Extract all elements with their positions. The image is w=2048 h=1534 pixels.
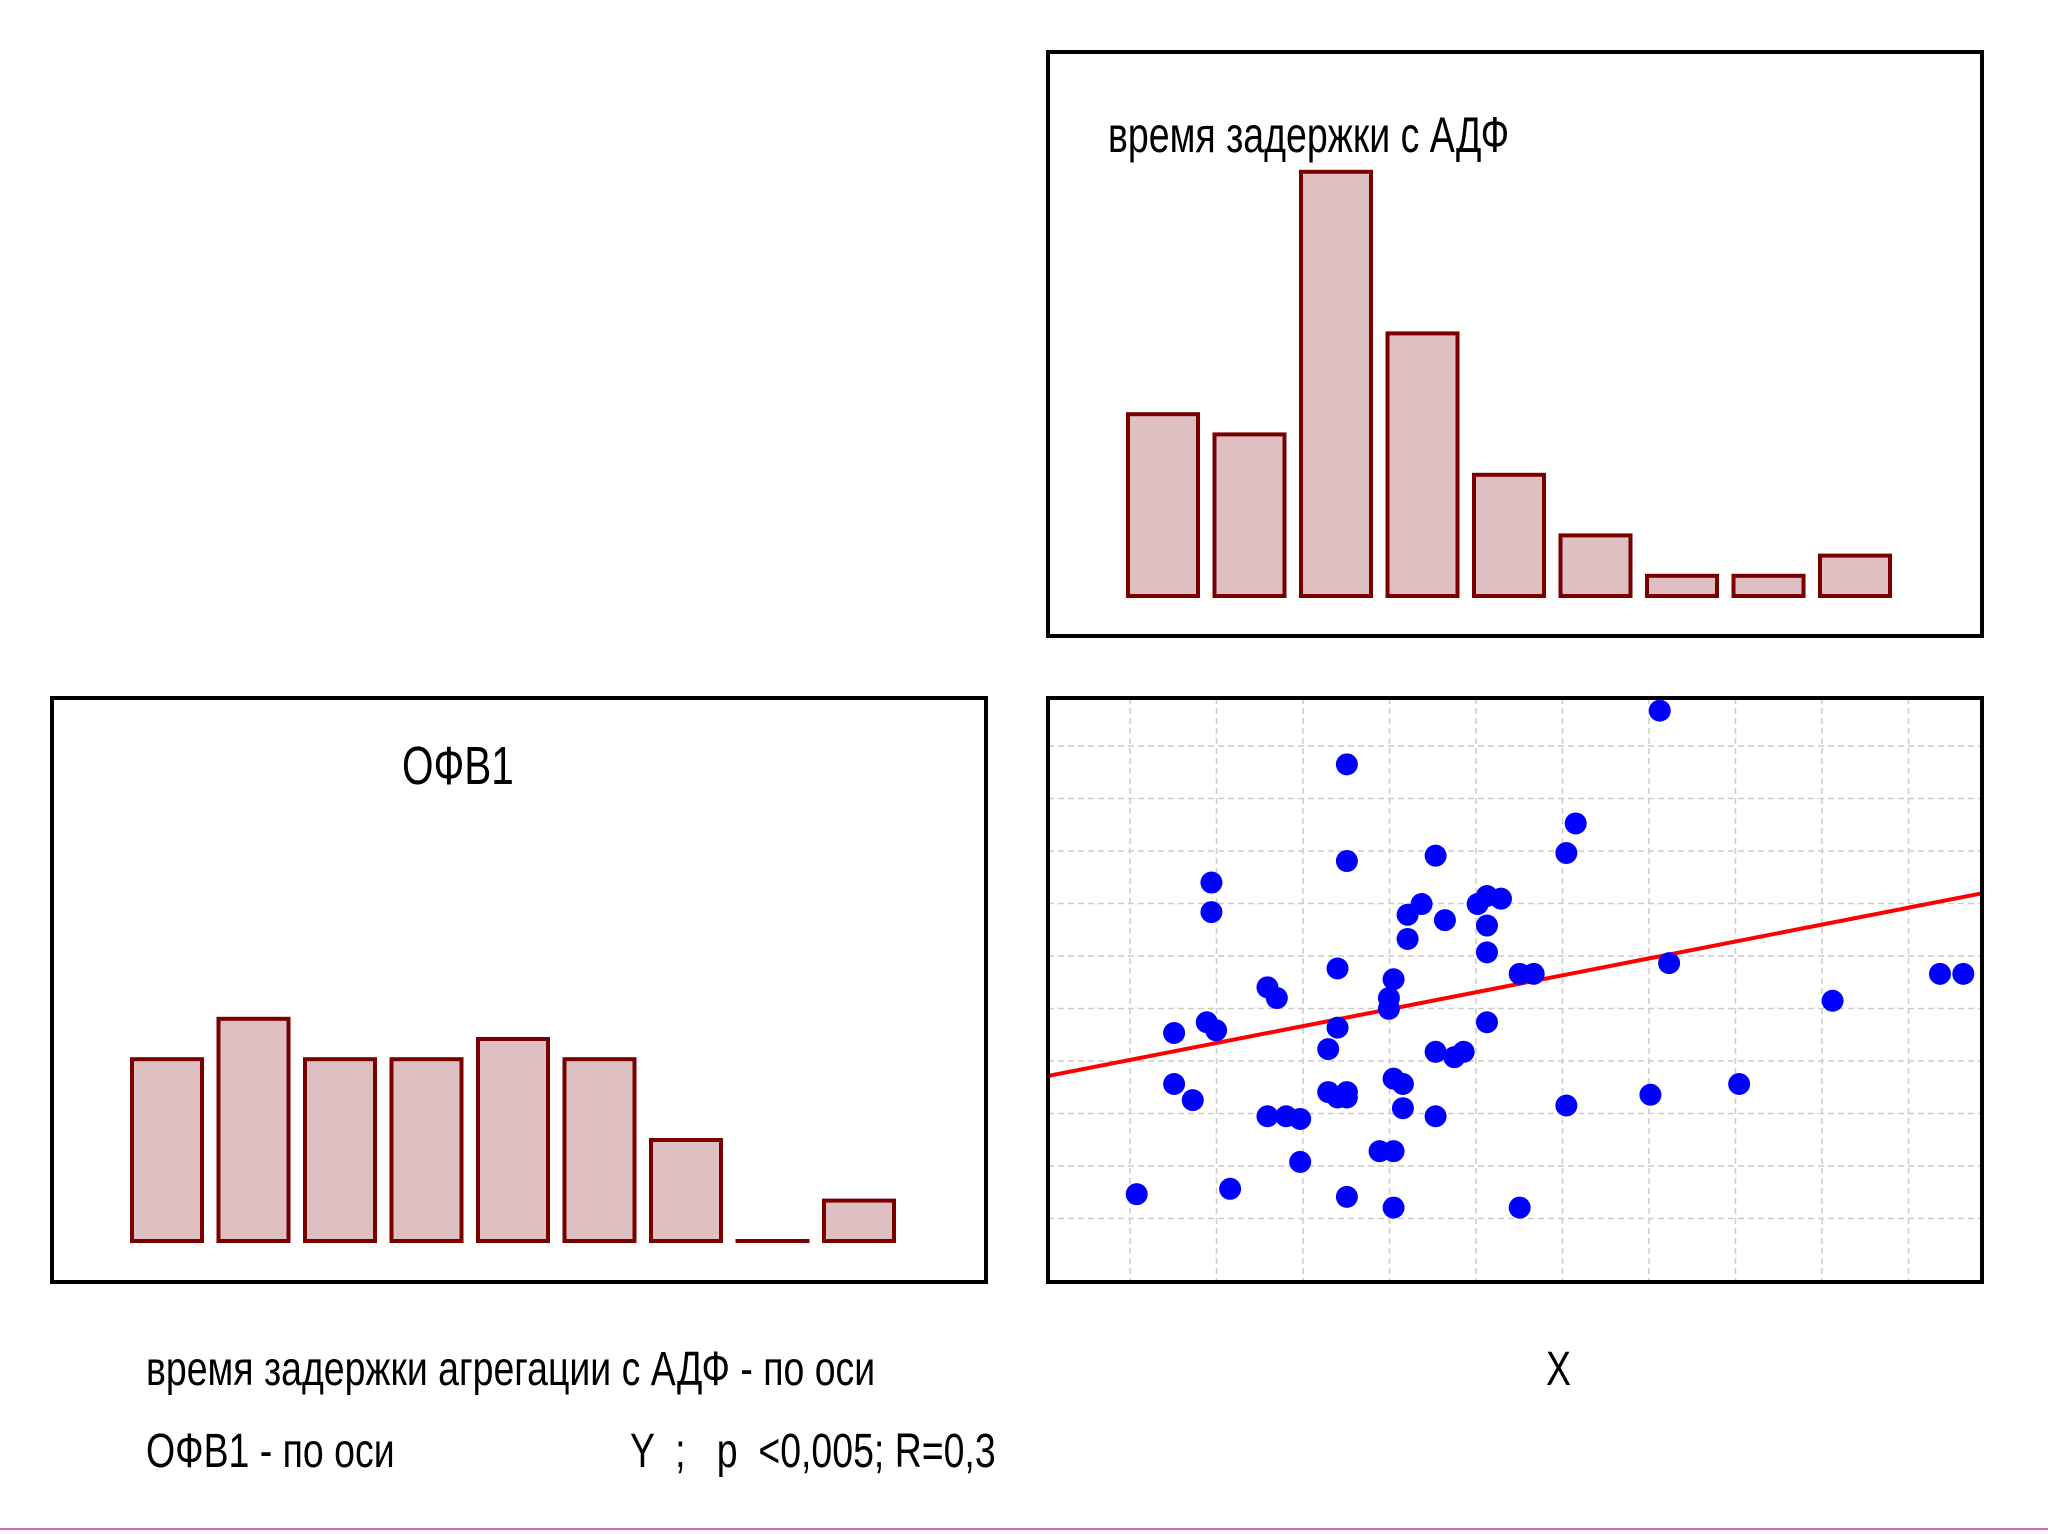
scatter-point-2	[1163, 1021, 1186, 1044]
scatter-point-59	[1728, 1073, 1751, 1096]
scatter-point-1	[1125, 1183, 1148, 1206]
scatter-point-61	[1928, 962, 1951, 985]
scatter-frame-bg	[1048, 698, 1982, 1282]
scatter-point-58	[1639, 1083, 1662, 1106]
histogram-x-bar-4	[1385, 331, 1460, 598]
scatter-point-36	[1396, 927, 1419, 950]
scatter-point-32	[1382, 1196, 1405, 1219]
caption-line-2-left: ОФВ1 - по оси	[146, 1425, 395, 1478]
scatter-point-18	[1326, 1016, 1349, 1039]
bottom-rule	[0, 1528, 2048, 1530]
scatter-point-55	[1555, 1094, 1578, 1117]
scatter-point-37	[1410, 893, 1433, 916]
scatter-point-28	[1377, 997, 1400, 1020]
scatter-point-24	[1335, 1086, 1358, 1109]
histogram-y-bar-5	[476, 1037, 550, 1243]
histogram-x-bar-6	[1558, 533, 1633, 599]
scatter-point-16	[1317, 1038, 1340, 1061]
histogram-y-panel: ОФВ1	[50, 696, 988, 1284]
trend-line	[1047, 891, 1983, 1078]
scatter-point-4	[1181, 1089, 1204, 1112]
scatter-point-49	[1489, 887, 1512, 910]
histogram-y-bar-9	[822, 1198, 896, 1243]
histogram-y-bar-4	[389, 1057, 464, 1243]
caption-line-2-right: Y ; p <0,005; R=0,3	[630, 1425, 996, 1478]
histogram-x-bar-9	[1818, 553, 1892, 598]
scatter-point-38	[1424, 844, 1447, 867]
histogram-x-bar-2	[1212, 432, 1287, 598]
histogram-y-bars	[130, 1016, 896, 1244]
scatter-frame	[1046, 696, 1984, 1284]
scatter-point-11	[1265, 987, 1288, 1010]
histogram-x-panel: время задержки с АДФ	[1046, 50, 1984, 638]
scatter-point-40	[1424, 1105, 1447, 1128]
scatter-point-43	[1452, 1040, 1475, 1063]
histogram-x-bars	[1126, 169, 1892, 599]
histogram-y-title: ОФВ1	[402, 736, 514, 796]
histogram-x-bar-5	[1472, 472, 1546, 598]
histogram-y-bar-7	[649, 1138, 723, 1243]
histogram-y-bar-1	[130, 1057, 204, 1243]
scatter-point-31	[1382, 1140, 1405, 1163]
x-axis-marker: X	[1546, 1343, 1571, 1396]
scatter-point-34	[1391, 1097, 1414, 1120]
scatter-point-51	[1522, 962, 1545, 985]
scatter-panel	[1046, 696, 1984, 1284]
histogram-x-bar-3	[1299, 169, 1373, 599]
histogram-x-bar-8	[1731, 573, 1806, 598]
histogram-y-bar-6	[562, 1057, 637, 1243]
scatter-point-9	[1219, 1177, 1242, 1200]
scatter-point-3	[1163, 1073, 1186, 1096]
scatter-point-62	[1952, 962, 1975, 985]
scatter-point-53	[1555, 841, 1578, 864]
scatter-points	[1125, 699, 1975, 1219]
scatter-point-6	[1205, 1019, 1228, 1042]
scatter-point-15	[1289, 1150, 1312, 1173]
scatter-point-21	[1335, 753, 1358, 776]
scatter-point-39	[1424, 1040, 1447, 1063]
scatter-point-60	[1821, 989, 1844, 1012]
scatter-point-14	[1289, 1107, 1312, 1130]
scatter-point-57	[1658, 952, 1681, 975]
scatter-point-29	[1382, 968, 1405, 991]
scatter-point-54	[1564, 812, 1587, 835]
scatter-point-25	[1335, 1185, 1358, 1208]
scatter-point-47	[1475, 941, 1498, 964]
histogram-x-bar-7	[1645, 573, 1719, 598]
scatter-point-33	[1391, 1073, 1414, 1096]
scatter-point-8	[1200, 901, 1223, 924]
scatter-point-22	[1335, 850, 1358, 873]
histogram-x-title: время задержки с АДФ	[1108, 108, 1509, 163]
scatter-point-52	[1508, 1196, 1531, 1219]
histogram-y-bar-2	[216, 1016, 291, 1243]
caption-line-1: время задержки агрегации с АДФ - по оси	[146, 1343, 876, 1396]
scatter-point-46	[1475, 914, 1498, 937]
scatter-point-12	[1256, 1105, 1279, 1128]
histogram-x-bar-1	[1126, 412, 1200, 599]
histogram-y-bar-3	[303, 1057, 377, 1243]
scatter-point-48	[1475, 1011, 1498, 1034]
scatter-grid	[1048, 698, 1982, 1282]
scatter-point-56	[1648, 699, 1671, 722]
scatter-point-19	[1326, 957, 1349, 980]
scatter-point-41	[1433, 909, 1456, 932]
scatter-point-7	[1200, 871, 1223, 894]
